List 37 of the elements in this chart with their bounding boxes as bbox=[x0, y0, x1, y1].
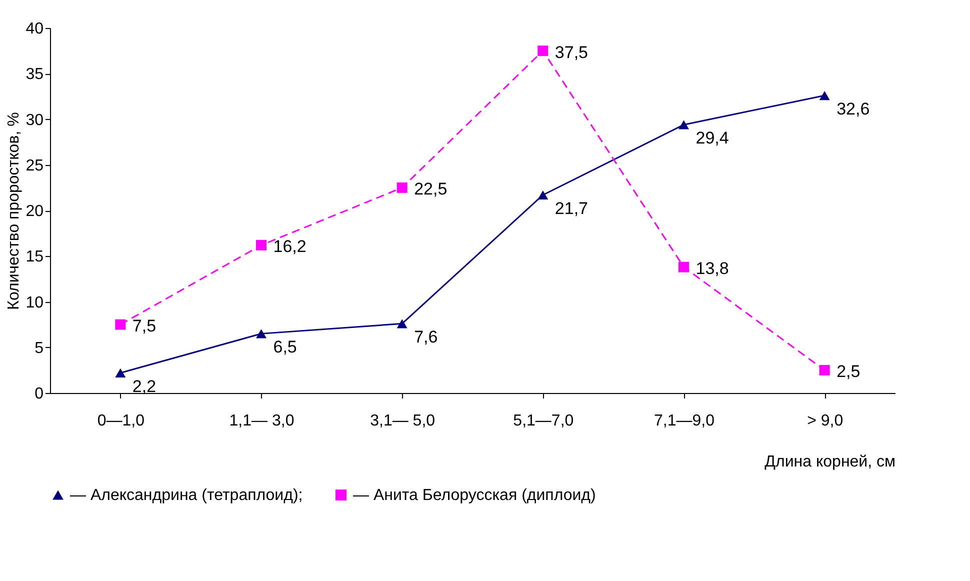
x-tick-label: 5,1—7,0 bbox=[513, 412, 574, 430]
data-label: 29,4 bbox=[696, 128, 729, 148]
y-tick-label: 35 bbox=[26, 66, 44, 84]
data-label: 32,6 bbox=[836, 100, 870, 119]
y-axis-title: Количество проростков, % bbox=[6, 112, 23, 310]
data-label: 21,7 bbox=[554, 198, 588, 218]
y-tick-label: 20 bbox=[26, 203, 44, 220]
x-tick-label: 0—1,0 bbox=[97, 412, 145, 430]
data-label: 7,5 bbox=[132, 316, 156, 336]
x-axis-title: Длина корней, см bbox=[764, 454, 896, 470]
y-tick-label: 5 bbox=[34, 340, 44, 357]
y-tick-label: 10 bbox=[26, 294, 44, 312]
data-label: 2,5 bbox=[836, 362, 860, 382]
x-tick-label: 3,1— 5,0 bbox=[370, 412, 436, 430]
x-tick-label: 7,1—9,0 bbox=[654, 412, 715, 430]
data-label: 2,2 bbox=[132, 376, 156, 396]
x-tick-label: 1,1— 3,0 bbox=[229, 412, 294, 430]
point bbox=[538, 46, 548, 56]
point bbox=[115, 319, 126, 330]
data-label: 16,2 bbox=[273, 237, 306, 256]
point bbox=[115, 368, 126, 378]
y-tick-label: 25 bbox=[26, 157, 44, 174]
y-tick-label: 40 bbox=[26, 20, 44, 38]
point bbox=[678, 262, 689, 272]
data-label: 13,8 bbox=[696, 259, 729, 278]
data-label: 7,6 bbox=[414, 328, 438, 347]
legend-label: — Александрина (тетраплоид); bbox=[70, 487, 303, 504]
x-tick-label: > 9,0 bbox=[807, 412, 844, 430]
point bbox=[819, 364, 830, 376]
legend-label: — Анита Белорусская (диплоид) bbox=[353, 487, 596, 504]
y-tick-label: 15 bbox=[26, 248, 44, 266]
y-tick-label: 30 bbox=[26, 112, 44, 129]
data-label: 6,5 bbox=[273, 338, 297, 357]
data-label: 22,5 bbox=[414, 180, 448, 199]
y-tick-label: 0 bbox=[34, 386, 44, 402]
data-label: 37,5 bbox=[554, 42, 588, 62]
point bbox=[396, 182, 408, 193]
